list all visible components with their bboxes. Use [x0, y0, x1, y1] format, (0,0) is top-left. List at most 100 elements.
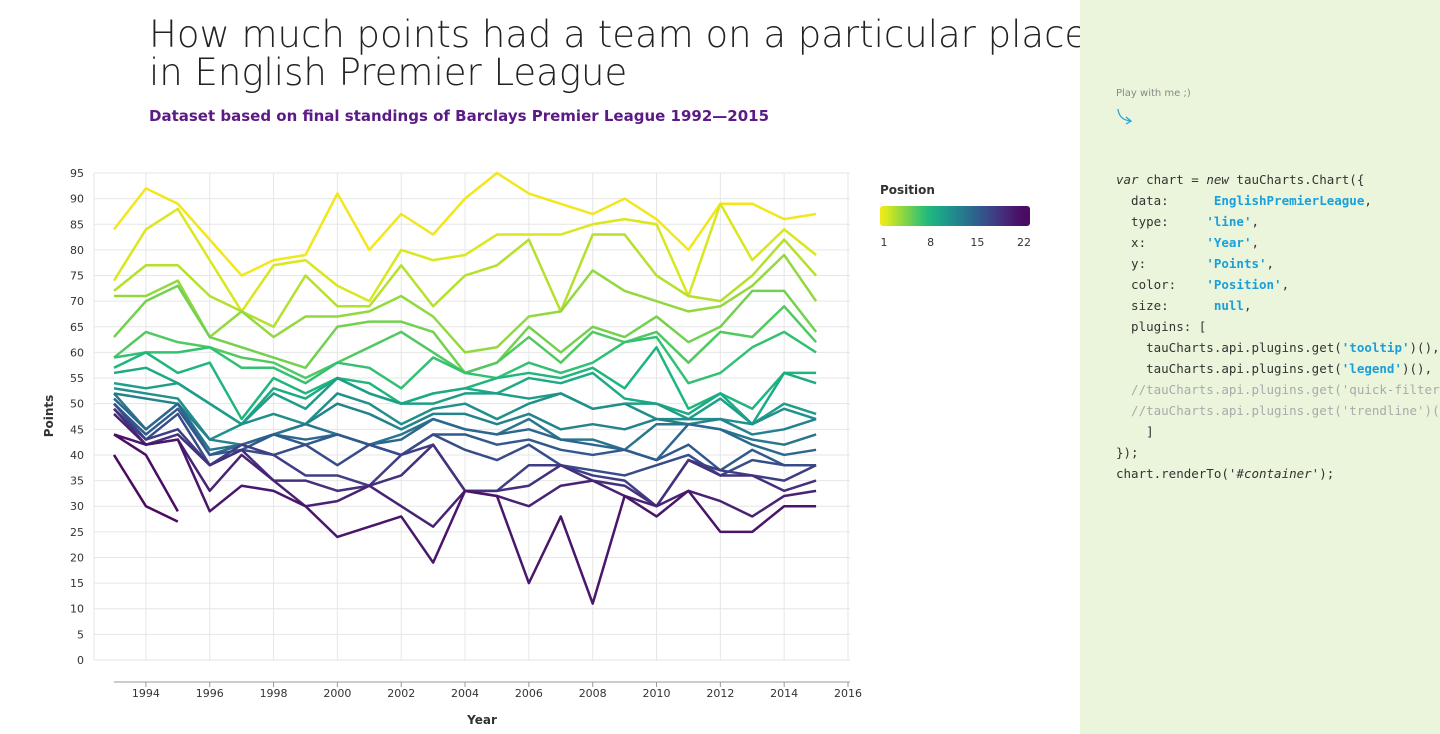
y-tick-label: 50	[70, 398, 84, 411]
series-line	[113, 433, 817, 605]
code-token: ,	[1266, 256, 1275, 271]
code-token: type:	[1116, 214, 1207, 229]
y-tick-label: 90	[70, 193, 84, 206]
chart-title: in English Premier League	[149, 51, 627, 94]
code-token: tauCharts.api.plugins.get(	[1116, 361, 1342, 376]
legend-tick-label: 22	[1017, 236, 1031, 249]
code-line: tauCharts.api.plugins.get('tooltip')(),	[1116, 337, 1440, 358]
y-tick-label: 70	[70, 295, 84, 308]
code-line: data: EnglishPremierLeague,	[1116, 190, 1440, 211]
code-token: ]	[1116, 424, 1154, 439]
x-tick-label: 2016	[834, 687, 862, 700]
code-line: x: 'Year',	[1116, 232, 1440, 253]
x-tick-label: 2012	[706, 687, 734, 700]
x-tick-label: 2006	[515, 687, 543, 700]
code-token: ,	[1251, 214, 1259, 229]
x-tick-label: 2004	[451, 687, 479, 700]
series-line	[114, 253, 818, 354]
code-token: ,	[1281, 277, 1290, 292]
code-token: ,	[1364, 193, 1372, 208]
x-tick-label: 2002	[387, 687, 415, 700]
code-token: EnglishPremierLeague	[1213, 193, 1365, 208]
code-token: plugins: [	[1116, 319, 1207, 334]
y-tick-label: 95	[70, 167, 84, 180]
code-token: 'tooltip'	[1341, 340, 1410, 355]
code-token: x:	[1116, 235, 1207, 250]
series-line	[113, 233, 818, 329]
chart-subtitle: Dataset based on final standings of Barc…	[149, 107, 769, 125]
code-token: y:	[1116, 256, 1207, 271]
side-panel: Play with me ;) var chart = new tauChart…	[1080, 0, 1440, 734]
code-line: tauCharts.api.plugins.get('legend')(),	[1116, 358, 1440, 379]
code-token: ,	[1243, 298, 1252, 313]
series-line	[113, 433, 179, 512]
y-axis-label: Points	[42, 395, 56, 438]
chart: How much points had a team on a particul…	[42, 13, 1080, 727]
x-tick-label: 2010	[643, 687, 671, 700]
code-token: //tauCharts.api.plugins.get('trendline')…	[1116, 403, 1440, 418]
code-line: type: 'line',	[1116, 211, 1440, 232]
code-token: data:	[1116, 193, 1214, 208]
series-line	[113, 397, 817, 462]
code-line: chart.renderTo('#container');	[1116, 463, 1440, 484]
code-line: size: null,	[1116, 295, 1440, 316]
code-token: chart.renderTo(	[1116, 466, 1229, 481]
code-line: var chart = new tauCharts.Chart({	[1116, 169, 1440, 190]
x-tick-label: 2008	[579, 687, 607, 700]
series-line	[113, 387, 817, 441]
code-token: );	[1319, 466, 1335, 481]
code-block: var chart = new tauCharts.Chart({ data: …	[1116, 169, 1440, 484]
series-line	[112, 454, 179, 523]
code-token: ,	[1251, 235, 1259, 250]
x-tick-label: 2014	[770, 687, 798, 700]
y-tick-label: 85	[70, 218, 84, 231]
code-token: '#container'	[1228, 466, 1320, 481]
series-line	[113, 376, 817, 426]
y-tick-label: 80	[70, 244, 84, 257]
code-token: )(),	[1409, 340, 1440, 355]
code-token: )(),	[1402, 361, 1433, 376]
y-tick-label: 20	[70, 551, 84, 564]
y-tick-label: 0	[77, 654, 84, 667]
y-tick-label: 40	[70, 449, 84, 462]
code-token: size:	[1116, 298, 1214, 313]
x-tick-label: 1998	[260, 687, 288, 700]
y-tick-label: 15	[70, 577, 84, 590]
code-token: tauCharts.Chart({	[1228, 172, 1365, 187]
series-line	[113, 171, 817, 277]
x-tick-label: 1994	[132, 687, 160, 700]
y-tick-label: 45	[70, 423, 84, 436]
y-tick-label: 10	[70, 603, 84, 616]
legend-tick-label: 15	[970, 236, 984, 249]
code-line: plugins: [	[1116, 316, 1440, 337]
legend-title: Position	[880, 183, 935, 197]
code-token: null	[1213, 298, 1244, 313]
y-tick-label: 55	[70, 372, 84, 385]
y-tick-label: 75	[70, 270, 84, 283]
code-token: 'Points'	[1206, 256, 1267, 271]
legend-gradient	[880, 206, 1030, 226]
y-tick-label: 65	[70, 321, 84, 334]
series-line	[113, 392, 817, 446]
code-token: 'line'	[1206, 214, 1252, 229]
code-token: color:	[1116, 277, 1207, 292]
legend-tick-label: 8	[927, 236, 934, 249]
x-tick-label: 2000	[323, 687, 351, 700]
code-line: ]	[1116, 421, 1440, 442]
legend-tick-label: 1	[881, 236, 888, 249]
hint: Play with me ;)	[1116, 88, 1191, 99]
code-token: chart =	[1138, 172, 1207, 187]
code-token: 'legend'	[1341, 361, 1402, 376]
code-token: 'Position'	[1206, 277, 1282, 292]
y-tick-label: 35	[70, 475, 84, 488]
series-line	[112, 202, 817, 313]
y-tick-label: 60	[70, 346, 84, 359]
series-line	[113, 330, 817, 390]
code-token: var	[1116, 172, 1139, 187]
code-token: tauCharts.api.plugins.get(	[1116, 340, 1342, 355]
y-tick-label: 25	[70, 526, 84, 539]
y-tick-label: 5	[77, 628, 84, 641]
x-tick-label: 1996	[196, 687, 224, 700]
code-line: y: 'Points',	[1116, 253, 1440, 274]
chart-title: How much points had a team on a particul…	[149, 13, 1080, 56]
